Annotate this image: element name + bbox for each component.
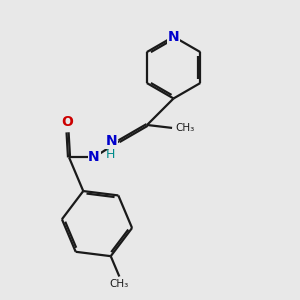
Text: O: O <box>61 116 74 129</box>
Text: CH₃: CH₃ <box>110 279 129 289</box>
Text: N: N <box>106 134 118 148</box>
Text: N: N <box>88 150 100 164</box>
Text: N: N <box>168 30 179 44</box>
Text: H: H <box>106 148 115 161</box>
Text: CH₃: CH₃ <box>175 123 194 133</box>
